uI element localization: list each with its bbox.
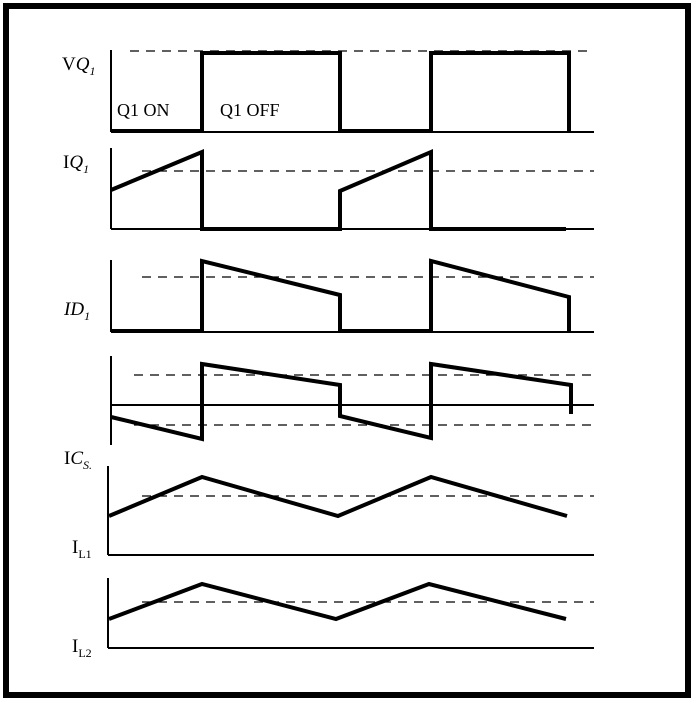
- label-id1: ID1: [64, 299, 91, 323]
- label-vq1: VQ1: [62, 54, 96, 78]
- label-il2: IL2: [72, 636, 92, 660]
- label-il1: IL1: [72, 537, 92, 561]
- vq1-waveform: [111, 51, 571, 133]
- ics-waveform: [110, 361, 573, 442]
- annotation-q1-on: Q1 ON: [117, 100, 170, 120]
- panel-ics: [110, 356, 594, 445]
- annotation-q1-off: Q1 OFF: [220, 100, 280, 120]
- id1-waveform: [111, 258, 571, 333]
- panel-iq1: [110, 148, 594, 231]
- label-ics: ICS.: [64, 448, 93, 472]
- panel-il1: [107, 466, 594, 556]
- panel-il2: [107, 578, 594, 649]
- label-iq1: IQ1: [63, 152, 90, 176]
- il1-waveform: [108, 474, 568, 519]
- il2-waveform: [108, 581, 567, 622]
- iq1-waveform: [110, 148, 566, 231]
- panel-vq1: [110, 50, 594, 133]
- outer-border: [3, 3, 691, 698]
- panel-id1: [110, 258, 594, 333]
